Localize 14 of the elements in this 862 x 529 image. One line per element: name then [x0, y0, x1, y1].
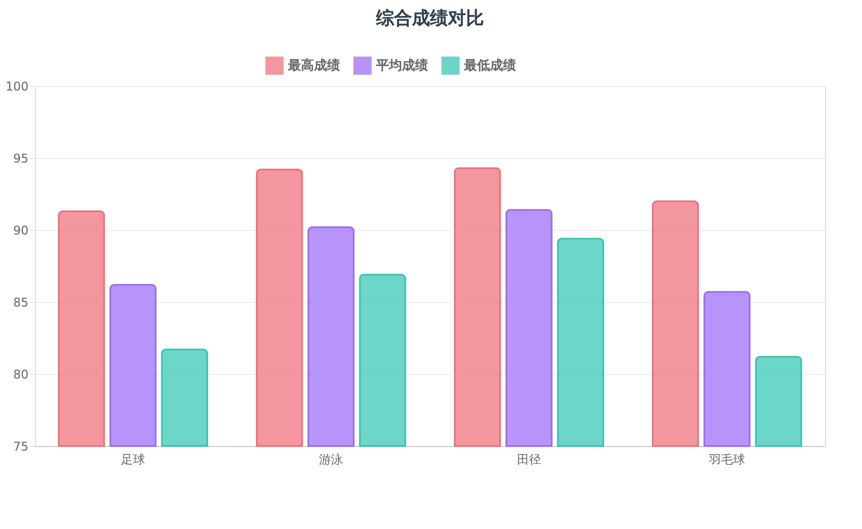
y-tick-label: 90: [13, 224, 28, 238]
x-tick-label: 羽毛球: [708, 452, 745, 466]
y-tick-label: 85: [13, 296, 28, 310]
legend-label: 最低成绩: [463, 58, 516, 74]
x-tick-label: 游泳: [319, 452, 344, 466]
y-tick-label: 100: [6, 80, 28, 94]
y-tick-label: 75: [13, 440, 28, 454]
chart-title: 综合成绩对比: [375, 8, 484, 29]
y-tick-label: 95: [13, 152, 28, 166]
x-tick-label: 足球: [121, 452, 146, 466]
y-tick-label: 80: [13, 368, 28, 382]
legend-label: 最高成绩: [287, 58, 340, 74]
legend-label: 平均成绩: [375, 58, 428, 74]
x-tick-label: 田径: [516, 452, 541, 466]
